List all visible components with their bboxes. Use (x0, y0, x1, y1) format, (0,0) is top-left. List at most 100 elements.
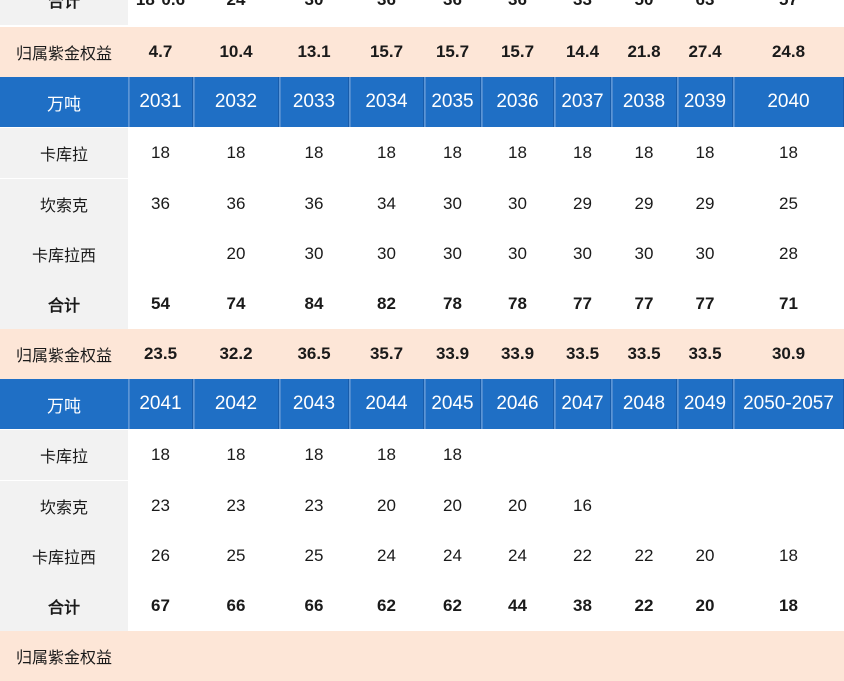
table-cell: 82 (377, 294, 396, 313)
table-cell: 25 (779, 194, 798, 213)
equity-row: 归属紫金权益 23.5 32.2 36.5 35.7 33.9 33.9 33.5 33.5 33… (0, 329, 844, 379)
table-cell: 20 (226, 244, 246, 263)
table-cell (677, 631, 733, 681)
table-cell: 2045 (424, 379, 481, 429)
table-cell: 13.1 (297, 42, 331, 61)
total-row: 合计 67 66 66 62 62 44 38 22 20 18 (0, 581, 844, 631)
total-row: 合计 54 74 84 82 78 78 77 77 77 71 (0, 279, 844, 329)
table-cell: 2040 (733, 77, 844, 127)
table-cell: 36.5 (297, 344, 331, 363)
table-cell: 18 (508, 143, 527, 162)
table-cell: 66 (304, 596, 324, 615)
table-cell: 30 (573, 244, 592, 263)
table-cell: 18 (634, 143, 654, 162)
table-cell: 36 (304, 194, 324, 213)
table-cell: 2036 (481, 77, 554, 127)
table-cell: 84 (304, 294, 324, 313)
table-cell: 15.7 (500, 42, 535, 61)
data-row: 坎索克 23 23 23 20 20 20 16 (0, 481, 844, 531)
table-cell: 14.4 (565, 42, 600, 61)
table-cell: 62 (443, 596, 462, 615)
table-cell: 18 (443, 445, 462, 464)
table-cell: 2047 (554, 379, 611, 429)
table-cell: 2035 (424, 77, 481, 127)
table-cell: 18 (304, 445, 324, 464)
table-cell: 30 (508, 194, 527, 213)
table-cell: 33 (554, 0, 611, 25)
table-cell: 63 (677, 0, 733, 25)
table-cell: 15.7 (435, 42, 470, 61)
table-cell: 18 (695, 143, 715, 162)
table-cell: 30 (508, 244, 527, 263)
table-cell: 2044 (349, 379, 424, 429)
table-cell: 36 (481, 0, 554, 25)
table-cell: 2034 (349, 77, 424, 127)
row-label: 卡库拉西 (0, 531, 128, 581)
table-cell: 36 (226, 194, 246, 213)
table-cell: 2050-2057 (733, 379, 844, 429)
table-cell: 30 (634, 244, 654, 263)
table-cell: 24 (508, 546, 527, 565)
table-cell (279, 631, 349, 681)
table-cell: 18 (226, 445, 246, 464)
row-label: 归属紫金权益 (15, 348, 112, 365)
data-row: 卡库拉 18 18 18 18 18 18 18 18 18 18 (0, 128, 844, 178)
table-cell: 2038 (611, 77, 677, 127)
table-cell: 2033 (279, 77, 349, 127)
table-cell: 22 (634, 596, 654, 615)
table-cell: 18 (304, 143, 324, 162)
total-row: 合计18*0.6243036363633506357 (0, 0, 844, 25)
table-cell (128, 631, 193, 681)
table-cell (733, 481, 844, 531)
table-cell: 30 (377, 244, 396, 263)
table-cell: 2039 (677, 77, 733, 127)
table-cell (481, 631, 554, 681)
table-cell: 33.5 (627, 344, 661, 363)
table-cell: 24 (377, 546, 396, 565)
table-cell: 78 (508, 294, 527, 313)
row-label: 合计 (0, 279, 128, 329)
table-cell: 24.8 (771, 42, 806, 61)
equity-row: 归属紫金权益 4.7 10.4 13.1 15.7 15.7 15.7 14.4 21.8 27.… (0, 27, 844, 77)
table-cell (733, 631, 844, 681)
table-cell: 30 (443, 194, 462, 213)
table-cell: 71 (779, 294, 798, 313)
table-cell (128, 229, 193, 279)
table-cell: 33.5 (688, 344, 722, 363)
table-cell: 23 (226, 496, 246, 515)
table-cell: 2042 (193, 379, 279, 429)
table-cell: 36 (349, 0, 424, 25)
year-header-row: 万吨 2041 2042 2043 2044 2045 2046 2047 2048 2049 20… (0, 379, 844, 429)
table-cell: 24 (443, 546, 462, 565)
table-cell (554, 631, 611, 681)
table-cell: 21.8 (627, 42, 661, 61)
table-cell: 18 (779, 546, 798, 565)
table-cell (733, 430, 844, 480)
table-cell: 18 (151, 445, 170, 464)
data-row: 卡库拉 18 18 18 18 18 (0, 430, 844, 480)
table-cell: 33.5 (565, 344, 600, 363)
table-cell (554, 430, 611, 480)
table-cell: 29 (634, 194, 654, 213)
table-cell: 22 (573, 546, 592, 565)
table-cell: 77 (695, 294, 715, 313)
table-cell: 25 (226, 546, 246, 565)
table-cell: 23.5 (143, 344, 178, 363)
table-cell: 77 (634, 294, 654, 313)
table-cell: 44 (508, 596, 527, 615)
table-cell: 2031 (128, 77, 193, 127)
table-cell: 2049 (677, 379, 733, 429)
table-cell: 18 (779, 143, 798, 162)
table-cell: 29 (695, 194, 715, 213)
row-label: 坎索克 (0, 481, 128, 531)
row-label: 卡库拉西 (0, 229, 128, 279)
data-row: 卡库拉西 20 30 30 30 30 30 30 30 28 (0, 229, 844, 279)
table-cell: 24 (193, 0, 279, 25)
data-row: 坎索克 36 36 36 34 30 30 29 29 29 25 (0, 179, 844, 229)
table-cell: 28 (779, 244, 798, 263)
table-cell: 18*0.6 (128, 0, 193, 25)
table-cell: 20 (508, 496, 527, 515)
table-cell: 2048 (611, 379, 677, 429)
table-cell: 2046 (481, 379, 554, 429)
